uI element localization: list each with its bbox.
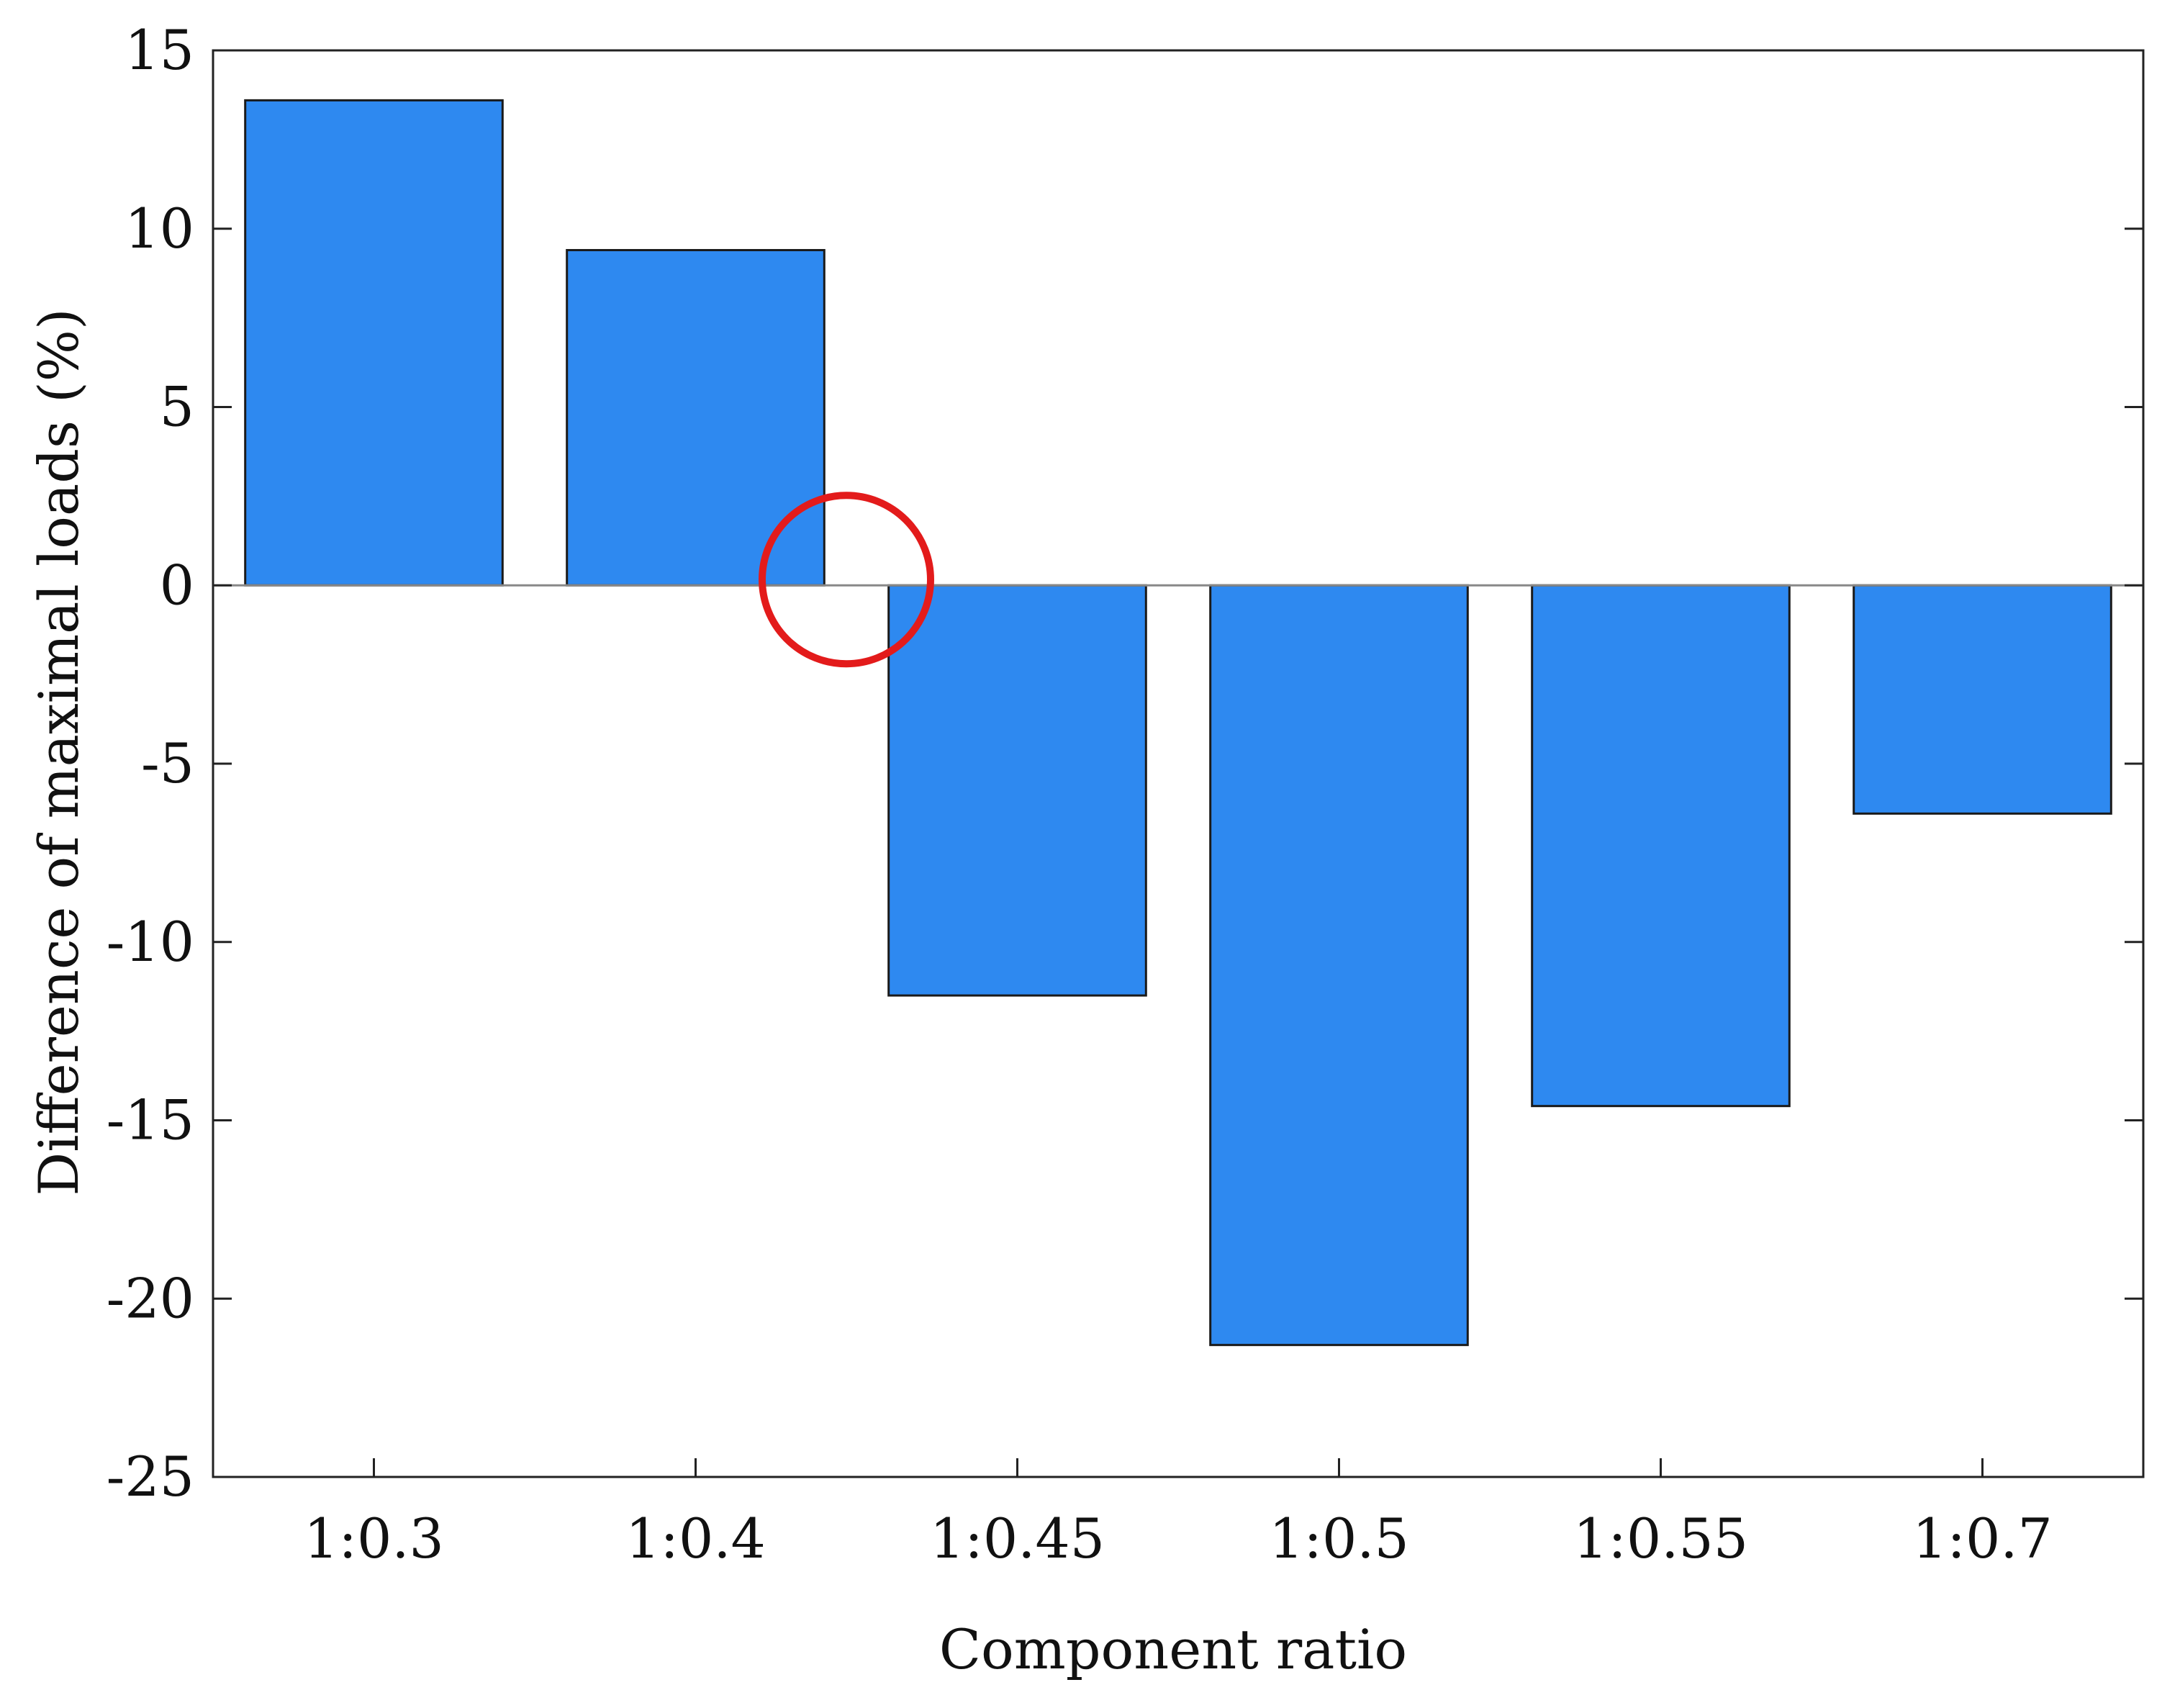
y-tick-label: -15	[107, 1088, 194, 1152]
y-tick-label: -10	[107, 910, 194, 974]
y-axis-title: Difference of maximal loads (%)	[27, 308, 91, 1196]
x-tick-label: 1:0.45	[930, 1506, 1105, 1571]
x-tick-label: 1:0.5	[1269, 1506, 1409, 1571]
y-tick-label: -25	[107, 1445, 194, 1509]
y-axis: 15 10 5 0 -5 -10 -15 -20 -25	[107, 18, 2143, 1509]
bar-1:0.3	[244, 99, 504, 587]
x-tick-label: 1:0.55	[1573, 1506, 1748, 1571]
y-tick-label: 10	[125, 196, 194, 261]
bars	[244, 99, 2112, 1347]
x-tick-label: 1:0.7	[1912, 1506, 2053, 1571]
y-tick-label: 5	[160, 375, 194, 439]
x-axis-title: Component ratio	[939, 1617, 1407, 1681]
y-tick-label: 15	[125, 18, 194, 82]
bar-1:0.5	[1209, 584, 1469, 1347]
bar-1:0.55	[1531, 584, 1791, 1108]
y-tick-label: -5	[141, 731, 194, 795]
annotation	[759, 492, 934, 668]
red-circle-annotation	[759, 492, 934, 668]
x-axis: 1:0.3 1:0.4 1:0.45 1:0.5 1:0.55 1:0.7	[304, 1458, 2053, 1571]
y-tick-label: -20	[107, 1266, 194, 1330]
x-tick-label: 1:0.3	[304, 1506, 444, 1571]
y-tick-label: 0	[160, 553, 194, 617]
bar-1:0.4	[566, 248, 826, 587]
bar-1:0.45	[887, 584, 1147, 997]
x-tick-label: 1:0.4	[625, 1506, 766, 1571]
bar-1:0.7	[1853, 584, 2112, 815]
